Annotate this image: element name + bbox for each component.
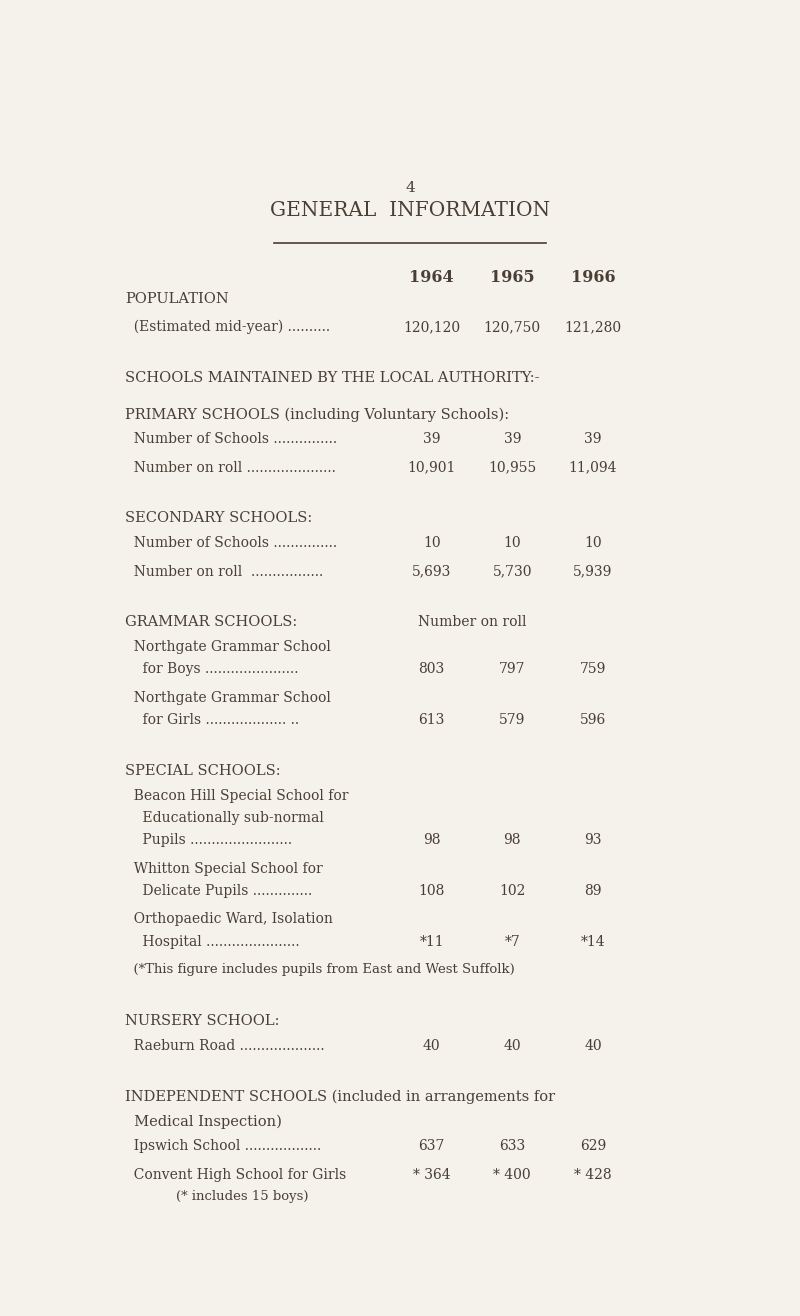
- Text: for Girls ................... ..: for Girls ................... ..: [125, 713, 299, 728]
- Text: (* includes 15 boys): (* includes 15 boys): [125, 1190, 308, 1203]
- Text: * 428: * 428: [574, 1167, 612, 1182]
- Text: Northgate Grammar School: Northgate Grammar School: [125, 640, 330, 654]
- Text: NURSERY SCHOOL:: NURSERY SCHOOL:: [125, 1013, 279, 1028]
- Text: Delicate Pupils ..............: Delicate Pupils ..............: [125, 884, 312, 898]
- Text: GENERAL  INFORMATION: GENERAL INFORMATION: [270, 201, 550, 221]
- Text: 1964: 1964: [410, 270, 454, 287]
- Text: Orthopaedic Ward, Isolation: Orthopaedic Ward, Isolation: [125, 912, 333, 926]
- Text: * 400: * 400: [494, 1167, 531, 1182]
- Text: Convent High School for Girls: Convent High School for Girls: [125, 1167, 346, 1182]
- Text: 98: 98: [503, 833, 521, 848]
- Text: POPULATION: POPULATION: [125, 292, 229, 305]
- Text: 5,939: 5,939: [574, 565, 613, 579]
- Text: 629: 629: [580, 1140, 606, 1153]
- Text: 108: 108: [418, 884, 445, 898]
- Text: 39: 39: [503, 432, 521, 446]
- Text: *7: *7: [505, 934, 520, 949]
- Text: Number on roll .....................: Number on roll .....................: [125, 461, 336, 475]
- Text: Ipswich School ..................: Ipswich School ..................: [125, 1140, 321, 1153]
- Text: Educationally sub-normal: Educationally sub-normal: [125, 811, 324, 825]
- Text: Number on roll  .................: Number on roll .................: [125, 565, 323, 579]
- Text: Number of Schools ...............: Number of Schools ...............: [125, 432, 337, 446]
- Text: 613: 613: [418, 713, 445, 728]
- Text: 803: 803: [418, 662, 445, 676]
- Text: 93: 93: [584, 833, 602, 848]
- Text: 11,094: 11,094: [569, 461, 617, 475]
- Text: 1966: 1966: [570, 270, 615, 287]
- Text: 40: 40: [584, 1038, 602, 1053]
- Text: Pupils ........................: Pupils ........................: [125, 833, 292, 848]
- Text: 10,955: 10,955: [488, 461, 537, 475]
- Text: SCHOOLS MAINTAINED BY THE LOCAL AUTHORITY:-: SCHOOLS MAINTAINED BY THE LOCAL AUTHORIT…: [125, 371, 539, 384]
- Text: 98: 98: [423, 833, 441, 848]
- Text: 10: 10: [423, 536, 441, 550]
- Text: 637: 637: [418, 1140, 445, 1153]
- Text: 5,693: 5,693: [412, 565, 451, 579]
- Text: * 364: * 364: [413, 1167, 450, 1182]
- Text: Number of Schools ...............: Number of Schools ...............: [125, 536, 337, 550]
- Text: for Boys ......................: for Boys ......................: [125, 662, 298, 676]
- Text: (Estimated mid-year) ..........: (Estimated mid-year) ..........: [125, 320, 330, 334]
- Text: 40: 40: [423, 1038, 441, 1053]
- Text: 120,120: 120,120: [403, 320, 460, 334]
- Text: 10: 10: [503, 536, 521, 550]
- Text: 120,750: 120,750: [484, 320, 541, 334]
- Text: 89: 89: [584, 884, 602, 898]
- Text: 5,730: 5,730: [493, 565, 532, 579]
- Text: 39: 39: [423, 432, 441, 446]
- Text: Number on roll: Number on roll: [418, 615, 526, 629]
- Text: (*This figure includes pupils from East and West Suffolk): (*This figure includes pupils from East …: [125, 963, 514, 976]
- Text: Hospital ......................: Hospital ......................: [125, 934, 299, 949]
- Text: Beacon Hill Special School for: Beacon Hill Special School for: [125, 788, 348, 803]
- Text: 596: 596: [580, 713, 606, 728]
- Text: 121,280: 121,280: [564, 320, 622, 334]
- Text: Northgate Grammar School: Northgate Grammar School: [125, 691, 330, 705]
- Text: 102: 102: [499, 884, 526, 898]
- Text: *14: *14: [581, 934, 606, 949]
- Text: 759: 759: [580, 662, 606, 676]
- Text: 1965: 1965: [490, 270, 534, 287]
- Text: 10,901: 10,901: [407, 461, 456, 475]
- Text: PRIMARY SCHOOLS (including Voluntary Schools):: PRIMARY SCHOOLS (including Voluntary Sch…: [125, 407, 509, 421]
- Text: SPECIAL SCHOOLS:: SPECIAL SCHOOLS:: [125, 763, 281, 778]
- Text: Medical Inspection): Medical Inspection): [125, 1115, 282, 1129]
- Text: 579: 579: [499, 713, 526, 728]
- Text: 633: 633: [499, 1140, 526, 1153]
- Text: 4: 4: [405, 182, 415, 195]
- Text: 797: 797: [499, 662, 526, 676]
- Text: INDEPENDENT SCHOOLS (included in arrangements for: INDEPENDENT SCHOOLS (included in arrange…: [125, 1090, 555, 1104]
- Text: Whitton Special School for: Whitton Special School for: [125, 862, 322, 875]
- Text: 40: 40: [503, 1038, 521, 1053]
- Text: 10: 10: [584, 536, 602, 550]
- Text: *11: *11: [419, 934, 444, 949]
- Text: Raeburn Road ....................: Raeburn Road ....................: [125, 1038, 325, 1053]
- Text: SECONDARY SCHOOLS:: SECONDARY SCHOOLS:: [125, 511, 312, 525]
- Text: GRAMMAR SCHOOLS:: GRAMMAR SCHOOLS:: [125, 615, 297, 629]
- Text: 39: 39: [584, 432, 602, 446]
